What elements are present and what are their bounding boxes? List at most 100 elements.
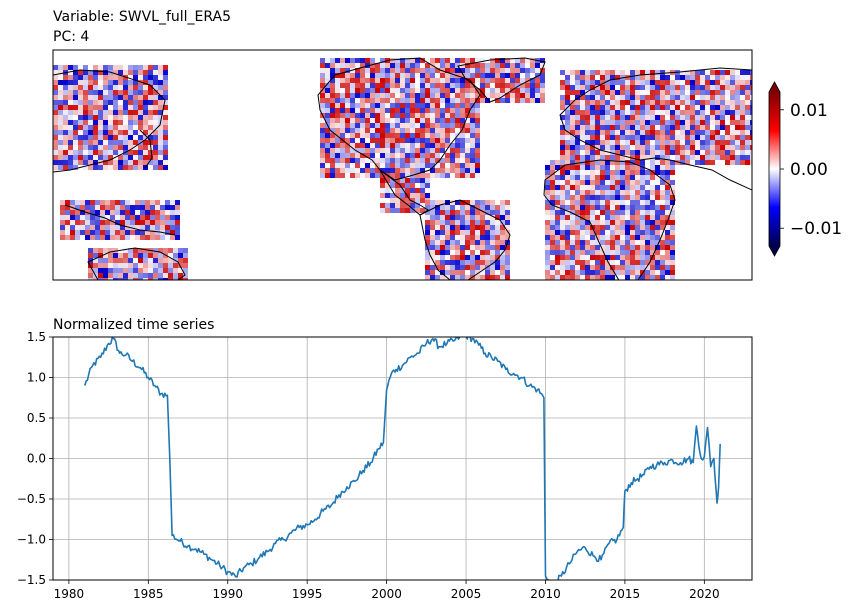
- anomaly-cell: [710, 145, 715, 150]
- anomaly-cell: [565, 170, 570, 175]
- anomaly-cell: [595, 105, 600, 110]
- anomaly-cell: [98, 110, 103, 115]
- anomaly-cell: [470, 235, 475, 240]
- anomaly-cell: [58, 95, 63, 100]
- anomaly-cell: [63, 155, 68, 160]
- anomaly-cell: [143, 100, 148, 105]
- anomaly-cell: [625, 105, 630, 110]
- anomaly-cell: [630, 235, 635, 240]
- anomaly-cell: [410, 103, 415, 108]
- anomaly-cell: [460, 210, 465, 215]
- anomaly-cell: [410, 68, 415, 73]
- anomaly-cell: [108, 65, 113, 70]
- anomaly-cell: [600, 210, 605, 215]
- anomaly-cell: [645, 225, 650, 230]
- anomaly-cell: [475, 108, 480, 113]
- anomaly-cell: [53, 125, 58, 130]
- anomaly-cell: [150, 200, 155, 205]
- anomaly-cell: [98, 130, 103, 135]
- anomaly-cell: [148, 80, 153, 85]
- anomaly-cell: [335, 63, 340, 68]
- anomaly-cell: [615, 220, 620, 225]
- anomaly-cell: [560, 80, 565, 85]
- anomaly-cell: [375, 58, 380, 63]
- anomaly-cell: [390, 83, 395, 88]
- anomaly-cell: [565, 180, 570, 185]
- anomaly-cell: [595, 245, 600, 250]
- anomaly-cell: [158, 130, 163, 135]
- anomaly-cell: [645, 195, 650, 200]
- anomaly-cell: [665, 210, 670, 215]
- anomaly-cell: [160, 225, 165, 230]
- anomaly-cell: [550, 170, 555, 175]
- anomaly-cell: [123, 160, 128, 165]
- coast-greenland: [457, 57, 546, 103]
- anomaly-cell: [545, 190, 550, 195]
- anomaly-cell: [625, 175, 630, 180]
- anomaly-cell: [460, 93, 465, 98]
- anomaly-cell: [610, 110, 615, 115]
- anomaly-cell: [640, 195, 645, 200]
- anomaly-cell: [138, 115, 143, 120]
- anomaly-cell: [665, 230, 670, 235]
- anomaly-cell: [158, 140, 163, 145]
- anomaly-cell: [133, 110, 138, 115]
- anomaly-cell: [690, 145, 695, 150]
- anomaly-cell: [705, 150, 710, 155]
- anomaly-cell: [670, 185, 675, 190]
- anomaly-cell: [385, 103, 390, 108]
- y-tick-label: 1.0: [27, 371, 46, 385]
- anomaly-cell: [435, 133, 440, 138]
- anomaly-cell: [93, 115, 98, 120]
- anomaly-cell: [108, 80, 113, 85]
- anomaly-cell: [585, 270, 590, 275]
- anomaly-cell: [345, 123, 350, 128]
- anomaly-cell: [465, 68, 470, 73]
- anomaly-cell: [95, 220, 100, 225]
- anomaly-cell: [400, 113, 405, 118]
- anomaly-cell: [153, 253, 158, 258]
- anomaly-cell: [625, 275, 630, 280]
- anomaly-cell: [650, 135, 655, 140]
- anomaly-cell: [470, 128, 475, 133]
- anomaly-cell: [630, 205, 635, 210]
- anomaly-cell: [355, 148, 360, 153]
- anomaly-cell: [405, 118, 410, 123]
- anomaly-cell: [520, 78, 525, 83]
- anomaly-cell: [108, 85, 113, 90]
- anomaly-cell: [570, 220, 575, 225]
- anomaly-cell: [345, 138, 350, 143]
- anomaly-cell: [88, 150, 93, 155]
- anomaly-cell: [435, 220, 440, 225]
- anomaly-cell: [600, 170, 605, 175]
- anomaly-cell: [630, 240, 635, 245]
- anomaly-cell: [585, 120, 590, 125]
- anomaly-cell: [665, 80, 670, 85]
- anomaly-cell: [390, 63, 395, 68]
- anomaly-cell: [73, 115, 78, 120]
- anomaly-cell: [395, 203, 400, 208]
- anomaly-cell: [710, 155, 715, 160]
- anomaly-cell: [750, 95, 752, 100]
- x-tick-label: 1990: [212, 587, 243, 601]
- anomaly-cell: [335, 158, 340, 163]
- anomaly-cell: [500, 245, 505, 250]
- anomaly-cell: [158, 135, 163, 140]
- anomaly-cell: [135, 220, 140, 225]
- anomaly-cell: [355, 93, 360, 98]
- anomaly-cell: [78, 135, 83, 140]
- anomaly-cell: [485, 225, 490, 230]
- anomaly-cell: [545, 250, 550, 255]
- anomaly-cell: [450, 88, 455, 93]
- anomaly-cell: [595, 95, 600, 100]
- anomaly-cell: [345, 58, 350, 63]
- anomaly-cell: [415, 118, 420, 123]
- anomaly-cell: [640, 80, 645, 85]
- anomaly-cell: [425, 183, 430, 188]
- anomaly-cell: [620, 190, 625, 195]
- anomaly-cell: [355, 173, 360, 178]
- anomaly-cell: [585, 205, 590, 210]
- anomaly-cell: [340, 123, 345, 128]
- anomaly-cell: [465, 63, 470, 68]
- anomaly-cell: [665, 265, 670, 270]
